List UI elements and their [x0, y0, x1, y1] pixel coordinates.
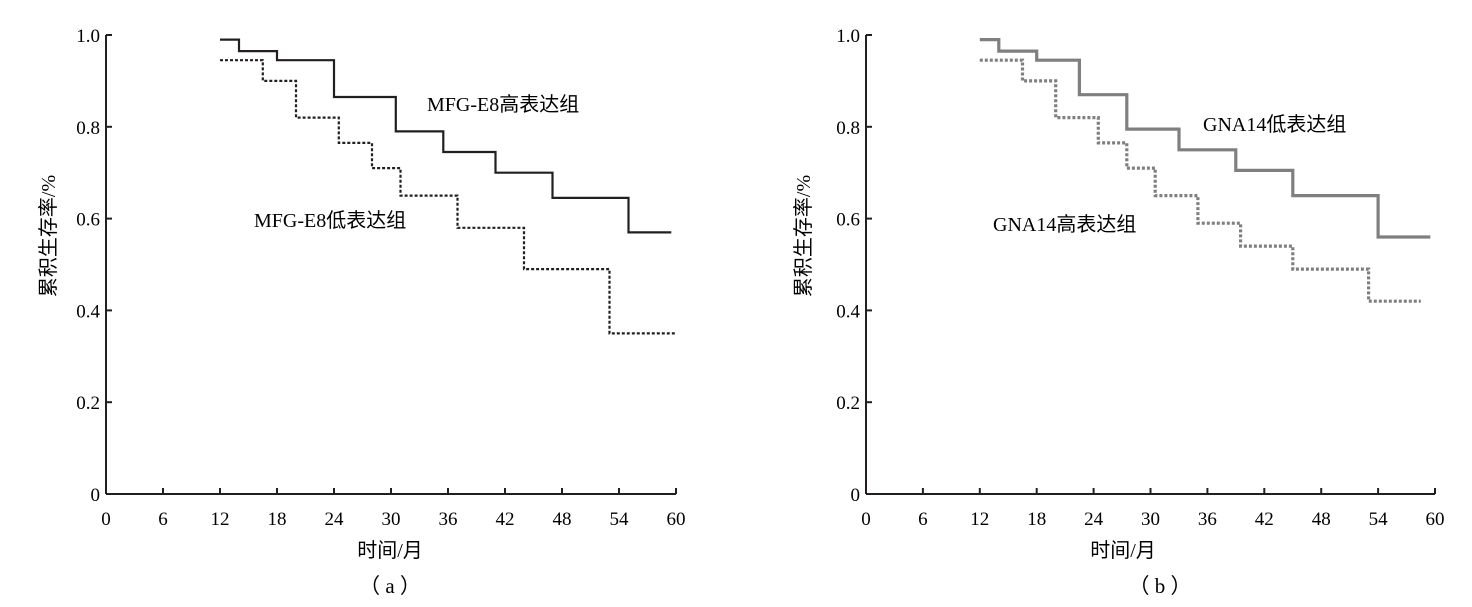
x-tick-label-b: 60 — [1426, 509, 1445, 530]
series-label-mfge8-low: MFG-E8低表达组 — [254, 209, 406, 232]
series-label-mfge8-high: MFG-E8高表达组 — [427, 93, 579, 116]
x-tick-label-b: 6 — [918, 509, 928, 530]
x-tick-label-a: 30 — [382, 509, 401, 530]
panel-b-series — [979, 37, 1431, 303]
y-tick-label-a: 1.0 — [76, 26, 100, 47]
x-axis-title-b: 时间/月 — [1090, 539, 1156, 562]
x-tick-label-a: 6 — [158, 509, 168, 530]
panel-label-a: （ a ） — [359, 574, 421, 598]
x-tick-label-a: 36 — [439, 509, 458, 530]
x-tick-label-b: 18 — [1027, 509, 1046, 530]
panel-b: 0 6 12 18 24 30 36 42 48 54 60 0 0.2 0.4 0.6 0.8 1.0 GNA… — [792, 26, 1445, 598]
series-label-gna14-high: GNA14高表达组 — [993, 213, 1136, 236]
x-tick-label-a: 0 — [101, 509, 111, 530]
y-tick-label-a: 0.2 — [76, 393, 100, 414]
panel-a-axes: 0 6 12 18 24 30 36 42 48 54 60 0 0.2 0.4 0.6 0.8 1.0 — [76, 26, 685, 530]
survival-curve-b-solid — [979, 37, 1431, 239]
y-tick-label-a: 0 — [91, 485, 101, 506]
survival-curve-b-dashed — [979, 58, 1421, 303]
x-tick-label-a: 24 — [325, 509, 345, 530]
panel-a: 0 6 12 18 24 30 36 42 48 54 60 0 0.2 0.4 0.6 0.8 1.0 MFG… — [37, 26, 686, 598]
x-axis-title-a: 时间/月 — [357, 539, 423, 562]
x-tick-label-b: 0 — [861, 509, 871, 530]
y-tick-label-a: 0.8 — [76, 118, 100, 139]
y-tick-label-a: 0.4 — [76, 301, 100, 322]
x-tick-label-a: 60 — [667, 509, 686, 530]
x-tick-label-b: 42 — [1255, 509, 1274, 530]
panel-a-series — [220, 38, 676, 335]
y-tick-label-b: 0.8 — [836, 118, 860, 139]
y-axis-title-b: 累积生存率/% — [792, 175, 815, 297]
y-tick-label-b: 0 — [851, 485, 861, 506]
y-tick-label-b: 1.0 — [836, 26, 860, 47]
x-tick-label-b: 24 — [1084, 509, 1104, 530]
x-tick-label-b: 30 — [1141, 509, 1160, 530]
x-tick-label-a: 42 — [496, 509, 515, 530]
x-tick-label-b: 54 — [1369, 509, 1389, 530]
panel-b-axes: 0 6 12 18 24 30 36 42 48 54 60 0 0.2 0.4 0.6 0.8 1.0 — [836, 26, 1444, 530]
x-tick-label-b: 48 — [1312, 509, 1331, 530]
survival-curve-a-solid — [220, 38, 672, 234]
x-tick-label-b: 12 — [970, 509, 989, 530]
x-tick-label-a: 54 — [610, 509, 630, 530]
y-tick-label-a: 0.6 — [76, 210, 100, 231]
x-tick-label-a: 12 — [211, 509, 230, 530]
y-tick-label-b: 0.4 — [836, 301, 860, 322]
series-label-gna14-low: GNA14低表达组 — [1203, 113, 1346, 136]
x-tick-label-a: 48 — [553, 509, 572, 530]
y-tick-label-b: 0.2 — [836, 393, 860, 414]
panel-label-b: （ b ） — [1129, 574, 1192, 598]
x-tick-label-a: 18 — [268, 509, 287, 530]
y-axis-title-a: 累积生存率/% — [37, 175, 60, 297]
x-tick-label-b: 36 — [1198, 509, 1217, 530]
y-tick-label-b: 0.6 — [836, 210, 860, 231]
survival-curve-a-dashed — [220, 59, 676, 335]
